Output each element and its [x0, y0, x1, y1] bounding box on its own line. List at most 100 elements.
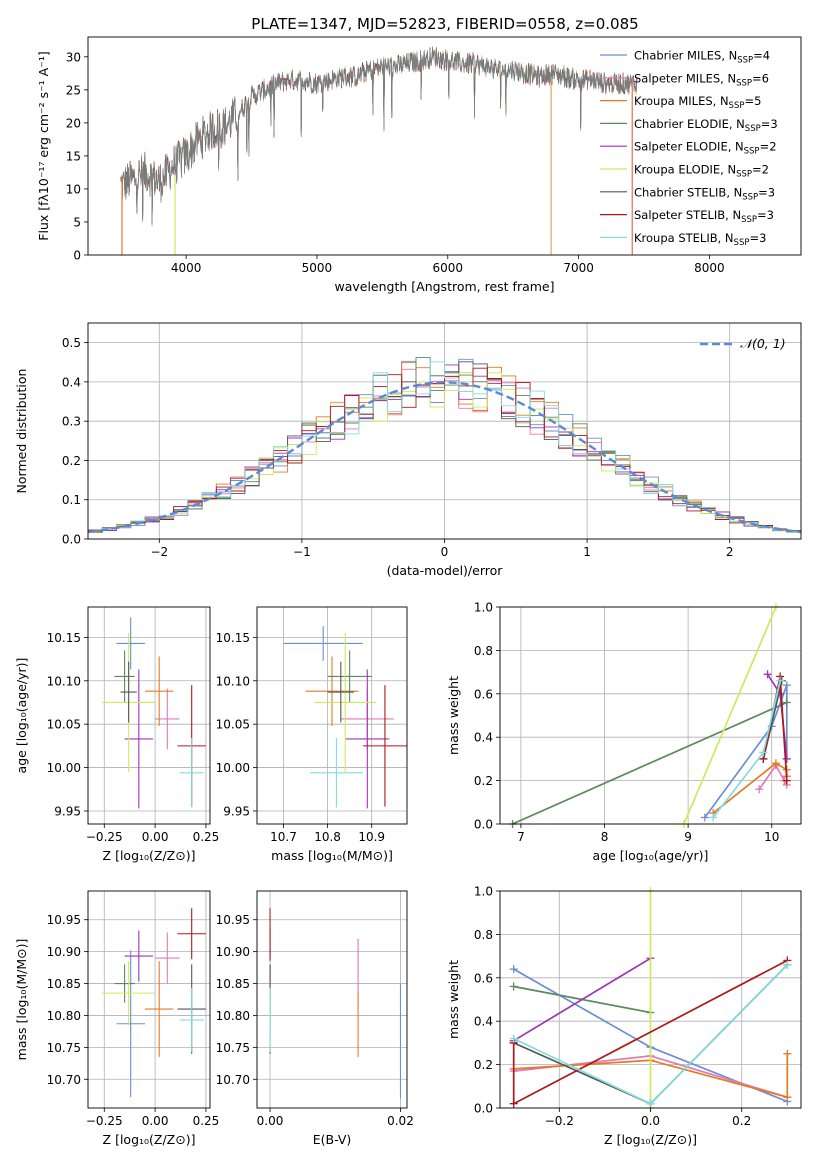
- legend-subscript: SSP: [737, 56, 753, 66]
- normal-curve: [87, 381, 802, 534]
- x-tick-label: 10.7: [270, 830, 297, 844]
- legend-subscript: SSP: [734, 238, 750, 248]
- x-axis-label: wavelength [Angstrom, rest frame]: [334, 279, 554, 294]
- legend-count: =4: [753, 49, 770, 63]
- y-tick-label: 0.6: [474, 971, 493, 985]
- age-vs-metallicity-panel: −0.25 0.00 0.25 9.95 10.00 10.05 10.10 10.15 Z […: [14, 606, 220, 863]
- y-tick-label: 0.4: [474, 1015, 493, 1029]
- weight-line: [513, 957, 651, 1042]
- legend-label: 𝒩(0, 1): [740, 336, 786, 351]
- legend-subscript: SSP: [744, 147, 760, 157]
- legend-label: Kroupa ELODIE, NSSP=2: [634, 163, 769, 180]
- y-tick-label: 0.0: [474, 818, 493, 832]
- legend-label: Kroupa STELIB, NSSP=3: [634, 231, 766, 248]
- legend-subscript: SSP: [745, 124, 761, 134]
- y-axis-label: mass [log₁₀(M/M⊙)]: [14, 939, 29, 1061]
- y-tick-label: 0.3: [62, 415, 81, 429]
- x-tick-label: 9: [684, 830, 692, 844]
- y-tick-label: 10.00: [216, 761, 250, 775]
- spectrum-panel: 4000 5000 6000 7000 8000 0 5 10 15 20 25 30 waveleng…: [36, 36, 802, 294]
- x-tick-label: 7: [517, 830, 525, 844]
- y-tick-label: 10.95: [216, 913, 250, 927]
- y-tick-label: 15: [66, 149, 81, 163]
- y-tick-label: 10.70: [216, 1073, 250, 1087]
- y-tick-label: 10.10: [47, 674, 81, 688]
- y-tick-label: 0.6: [474, 687, 493, 701]
- residual-histogram: [88, 361, 801, 532]
- y-tick-label: 10.00: [47, 761, 81, 775]
- x-tick-label: 8: [601, 830, 609, 844]
- axes-frame: [87, 890, 211, 1109]
- y-tick-label: 1.0: [474, 601, 493, 615]
- y-tick-label: 10.80: [47, 1009, 81, 1023]
- legend-subscript: SSP: [729, 101, 745, 111]
- y-tick-label: 1.0: [474, 885, 493, 899]
- y-tick-label: 10.90: [47, 945, 81, 959]
- y-tick-label: 0.8: [474, 644, 493, 658]
- y-tick-label: 10.90: [216, 945, 250, 959]
- y-tick-label: 25: [66, 83, 81, 97]
- age-vs-mass-panel: 10.7 10.8 10.9 9.95 10.00 10.05 10.10 10.15 mass…: [216, 606, 408, 863]
- y-axis-label: Normed distribution: [14, 369, 29, 494]
- y-tick-label: 30: [66, 50, 81, 64]
- legend-count: =3: [757, 208, 774, 222]
- y-tick-label: 10.15: [216, 631, 250, 645]
- y-tick-label: 0.4: [474, 731, 493, 745]
- x-tick-label: 0.2: [732, 1114, 751, 1128]
- axes-frame: [499, 606, 802, 825]
- y-tick-label: 0: [73, 249, 81, 263]
- legend-count: =3: [761, 117, 778, 131]
- figure-title: PLATE=1347, MJD=52823, FIBERID=0558, z=0…: [251, 15, 638, 33]
- x-tick-label: 0.25: [193, 1114, 220, 1128]
- y-tick-label: 0.0: [474, 1102, 493, 1116]
- x-axis-label: E(B-V): [313, 1132, 352, 1147]
- x-axis-label: age [log₁₀(age/yr)]: [593, 848, 709, 863]
- y-tick-label: 0.8: [474, 928, 493, 942]
- legend-label: Chabrier MILES, NSSP=4: [634, 49, 770, 66]
- x-tick-label: −0.25: [86, 1114, 123, 1128]
- y-tick-label: 0.4: [62, 375, 81, 389]
- legend-count: =2: [760, 140, 777, 154]
- y-tick-label: 10.05: [216, 718, 250, 732]
- x-tick-label: −0.2: [545, 1114, 574, 1128]
- y-tick-label: 0.2: [62, 454, 81, 468]
- legend-label: Kroupa MILES, NSSP=5: [634, 94, 761, 111]
- weight-line: [758, 763, 788, 790]
- residual-histogram: [88, 357, 801, 533]
- x-tick-label: 0.00: [257, 1114, 284, 1128]
- legend-count: =2: [752, 163, 769, 177]
- y-tick-label: 10.75: [216, 1041, 250, 1055]
- y-tick-label: 10.75: [47, 1041, 81, 1055]
- y-tick-label: 5: [73, 215, 81, 229]
- y-tick-label: 10.15: [47, 631, 81, 645]
- weight-vs-metallicity-panel: −0.2 0.0 0.2 0.0 0.2 0.4 0.6 0.8 1.0 Z [log₁₀(Z/Z…: [446, 885, 802, 1147]
- x-axis-label: Z [log₁₀(Z/Z⊙)]: [103, 1132, 196, 1147]
- legend-count: =3: [758, 185, 775, 199]
- y-tick-label: 0.2: [474, 1058, 493, 1072]
- residual-panel: −2 −1 0 1 2 0.0 0.1 0.2 0.3 0.4 0.5 (data-model)/er…: [14, 322, 802, 578]
- legend-count: =6: [752, 71, 769, 85]
- x-tick-label: 2: [726, 545, 734, 559]
- legend-label: Chabrier ELODIE, NSSP=3: [634, 117, 778, 134]
- y-tick-label: 0.1: [62, 493, 81, 507]
- y-axis-label: mass weight: [446, 676, 461, 755]
- x-tick-label: 0.25: [193, 830, 220, 844]
- x-tick-label: 10.9: [358, 830, 385, 844]
- mass-vs-ebv-panel: 0.00 0.02 10.70 10.75 10.80 10.85 10.90 10.95 E(…: [216, 890, 414, 1147]
- y-tick-label: 10.95: [47, 913, 81, 927]
- legend-subscript: SSP: [736, 78, 752, 88]
- observed-spectrum-line: [120, 49, 638, 224]
- weight-line: [683, 607, 777, 824]
- mass-vs-metallicity-panel: −0.25 0.00 0.25 10.70 10.75 10.80 10.85 10.90 10…: [14, 890, 220, 1147]
- y-tick-label: 10.85: [216, 977, 250, 991]
- legend-subscript: SSP: [741, 215, 757, 225]
- x-axis-label: Z [log₁₀(Z/Z⊙)]: [604, 1132, 697, 1147]
- x-tick-label: −0.25: [86, 830, 123, 844]
- axes-frame: [87, 36, 802, 256]
- y-tick-label: 9.95: [223, 804, 250, 818]
- legend-label: Chabrier STELIB, NSSP=3: [634, 185, 775, 202]
- x-axis-label: mass [log₁₀(M/M⊙)]: [271, 848, 393, 863]
- weight-line: [513, 1053, 789, 1099]
- x-tick-label: 8000: [694, 261, 725, 275]
- legend-count: =3: [749, 231, 766, 245]
